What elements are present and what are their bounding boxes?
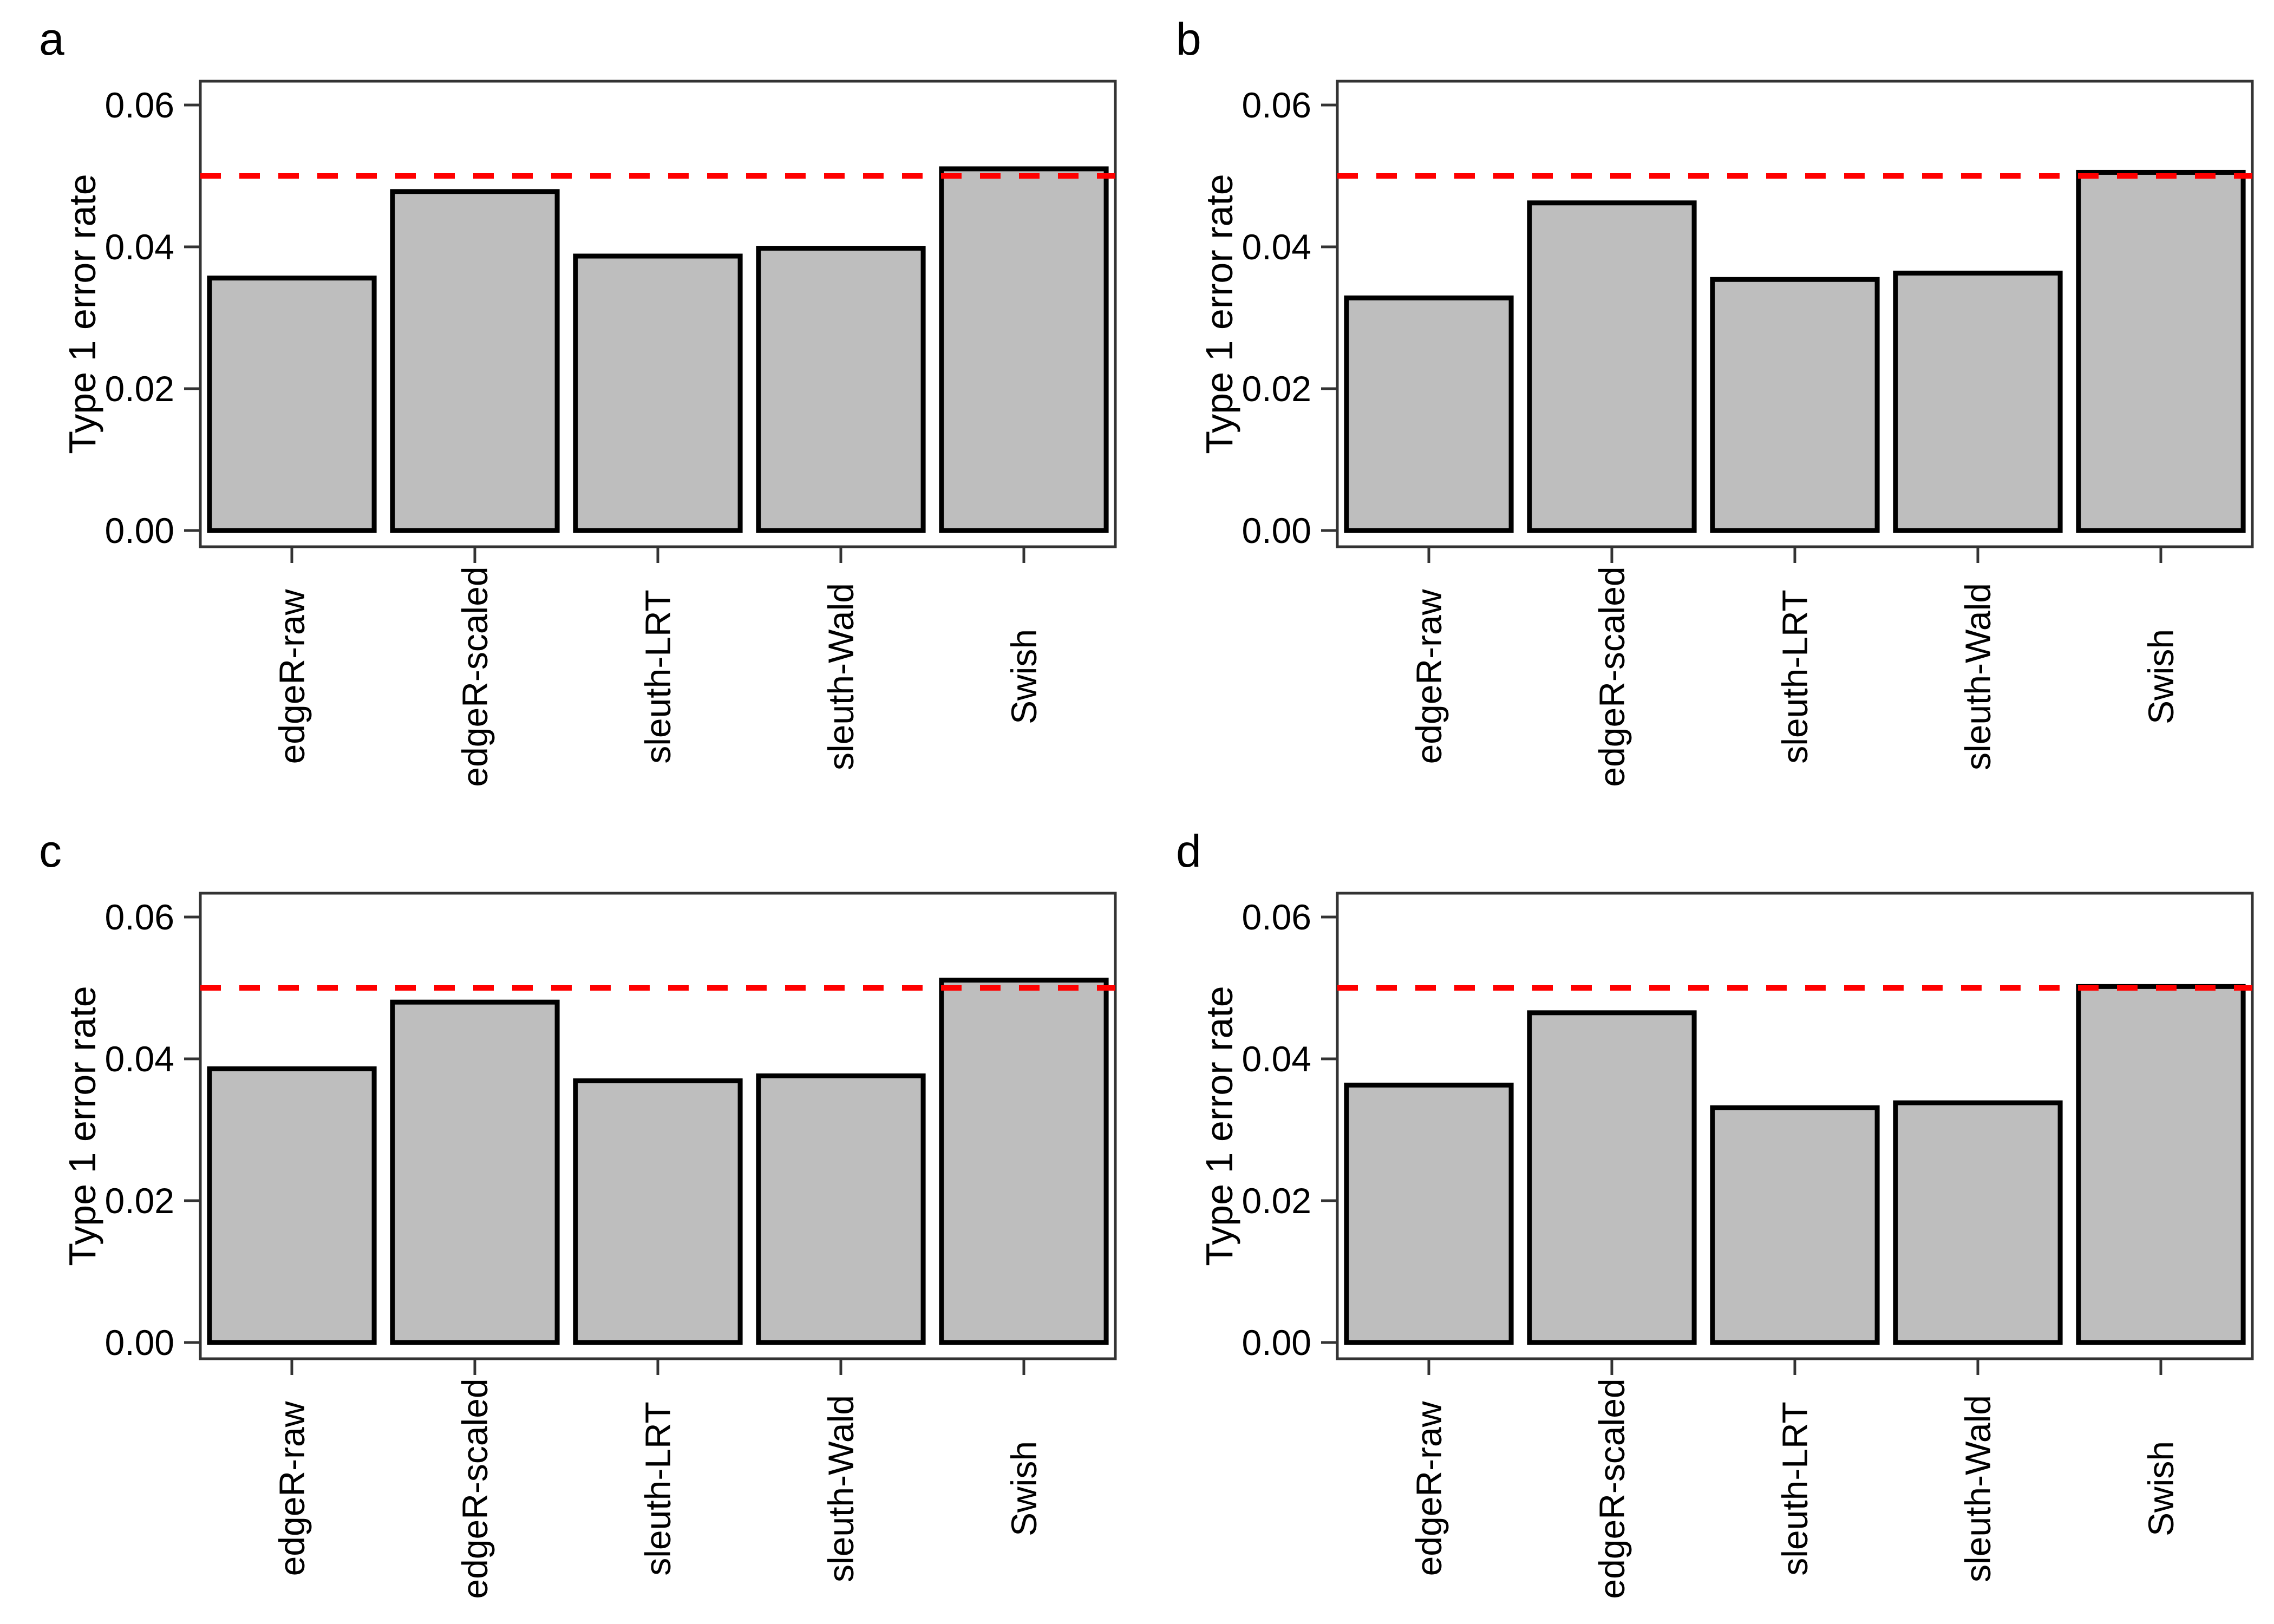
bar-sleuth-Wald <box>1893 1100 2063 1345</box>
x-tick-label-sleuth-LRT: sleuth-LRT <box>1775 1402 1815 1576</box>
x-tick-label-sleuth-LRT: sleuth-LRT <box>1775 590 1815 764</box>
panel-b-chart: 0.00 0.02 0.04 0.06 Type 1 error rate edgeR-r… <box>1198 80 2254 787</box>
bar-sleuth-Wald <box>756 246 926 533</box>
panel-d-chart: 0.00 0.02 0.04 0.06 Type 1 error rate edgeR-r… <box>1198 892 2254 1599</box>
y-axis-title: Type 1 error rate <box>1198 986 1240 1266</box>
bar-sleuth-LRT <box>1710 1105 1880 1345</box>
y-tick-label: 0.04 <box>105 227 174 267</box>
bar-Swish <box>2076 984 2246 1345</box>
y-tick-label: 0.02 <box>1242 1181 1311 1221</box>
x-tick-label-sleuth-Wald: sleuth-Wald <box>1958 583 1998 770</box>
x-tick-label-Swish: Swish <box>1004 1441 1044 1536</box>
x-tick-label-edgeR-scaled: edgeR-scaled <box>455 1378 495 1599</box>
y-tick-label: 0.04 <box>105 1039 174 1079</box>
x-tick-label-Swish: Swish <box>2141 629 2181 724</box>
panel-a: a 0.00 0.02 0.04 0.06 Type 1 error rate edgeR… <box>0 0 1137 812</box>
y-tick-label: 0.02 <box>1242 369 1311 409</box>
bar-edgeR-scaled <box>1527 1010 1697 1345</box>
x-tick-label-edgeR-scaled: edgeR-scaled <box>1592 1378 1632 1599</box>
x-tick-label-sleuth-Wald: sleuth-Wald <box>821 583 861 770</box>
bar-edgeR-raw <box>1344 1082 1514 1345</box>
bar-sleuth-LRT <box>1710 277 1880 533</box>
panel-a-chart: 0.00 0.02 0.04 0.06 Type 1 error rate edgeR-r… <box>61 80 1117 787</box>
y-tick-label: 0.04 <box>1242 1039 1311 1079</box>
x-tick-label-edgeR-raw: edgeR-raw <box>1409 589 1449 764</box>
panel-c-chart: 0.00 0.02 0.04 0.06 Type 1 error rate edgeR-r… <box>61 892 1117 1599</box>
y-tick-label: 0.06 <box>1242 85 1311 125</box>
panel-b: b 0.00 0.02 0.04 0.06 Type 1 error rate edgeR… <box>1137 0 2274 812</box>
bar-sleuth-LRT <box>573 253 743 533</box>
bar-Swish <box>2076 169 2246 533</box>
x-tick-label-Swish: Swish <box>1004 629 1044 724</box>
bar-edgeR-scaled <box>390 189 560 533</box>
bar-edgeR-scaled <box>390 999 560 1345</box>
y-axis-title: Type 1 error rate <box>1198 174 1240 454</box>
bar-edgeR-raw <box>1344 295 1514 533</box>
panel-d: d 0.00 0.02 0.04 0.06 Type 1 error rate edgeR… <box>1137 812 2274 1624</box>
x-tick-label-edgeR-raw: edgeR-raw <box>272 1401 312 1576</box>
y-axis-title: Type 1 error rate <box>61 174 103 454</box>
panel-d-letter: d <box>1176 826 1201 876</box>
bar-Swish <box>939 166 1109 533</box>
bar-sleuth-Wald <box>1893 270 2063 533</box>
y-tick-label: 0.02 <box>105 369 174 409</box>
x-tick-label-edgeR-scaled: edgeR-scaled <box>1592 566 1632 787</box>
y-tick-label: 0.06 <box>105 85 174 125</box>
y-tick-label: 0.06 <box>105 897 174 937</box>
bar-sleuth-Wald <box>756 1073 926 1345</box>
bar-Swish <box>939 978 1109 1345</box>
y-axis-title: Type 1 error rate <box>61 986 103 1266</box>
x-tick-label-sleuth-Wald: sleuth-Wald <box>821 1395 861 1582</box>
panel-a-letter: a <box>39 14 64 64</box>
y-tick-label: 0.06 <box>1242 897 1311 937</box>
x-tick-label-Swish: Swish <box>2141 1441 2181 1536</box>
x-tick-label-sleuth-Wald: sleuth-Wald <box>1958 1395 1998 1582</box>
panel-b-letter: b <box>1176 14 1201 64</box>
bar-edgeR-raw <box>207 1066 377 1345</box>
y-tick-label: 0.02 <box>105 1181 174 1221</box>
x-tick-label-edgeR-raw: edgeR-raw <box>272 589 312 764</box>
x-tick-label-sleuth-LRT: sleuth-LRT <box>638 1402 678 1576</box>
x-tick-label-sleuth-LRT: sleuth-LRT <box>638 590 678 764</box>
y-tick-label: 0.04 <box>1242 227 1311 267</box>
y-tick-label: 0.00 <box>105 510 174 551</box>
y-tick-label: 0.00 <box>105 1322 174 1363</box>
bar-sleuth-LRT <box>573 1078 743 1345</box>
bar-edgeR-scaled <box>1527 200 1697 533</box>
y-tick-label: 0.00 <box>1242 510 1311 551</box>
bar-edgeR-raw <box>207 276 377 533</box>
panel-c: c 0.00 0.02 0.04 0.06 Type 1 error rate edgeR… <box>0 812 1137 1624</box>
panel-c-letter: c <box>39 826 62 876</box>
x-tick-label-edgeR-scaled: edgeR-scaled <box>455 566 495 787</box>
x-tick-label-edgeR-raw: edgeR-raw <box>1409 1401 1449 1576</box>
y-tick-label: 0.00 <box>1242 1322 1311 1363</box>
